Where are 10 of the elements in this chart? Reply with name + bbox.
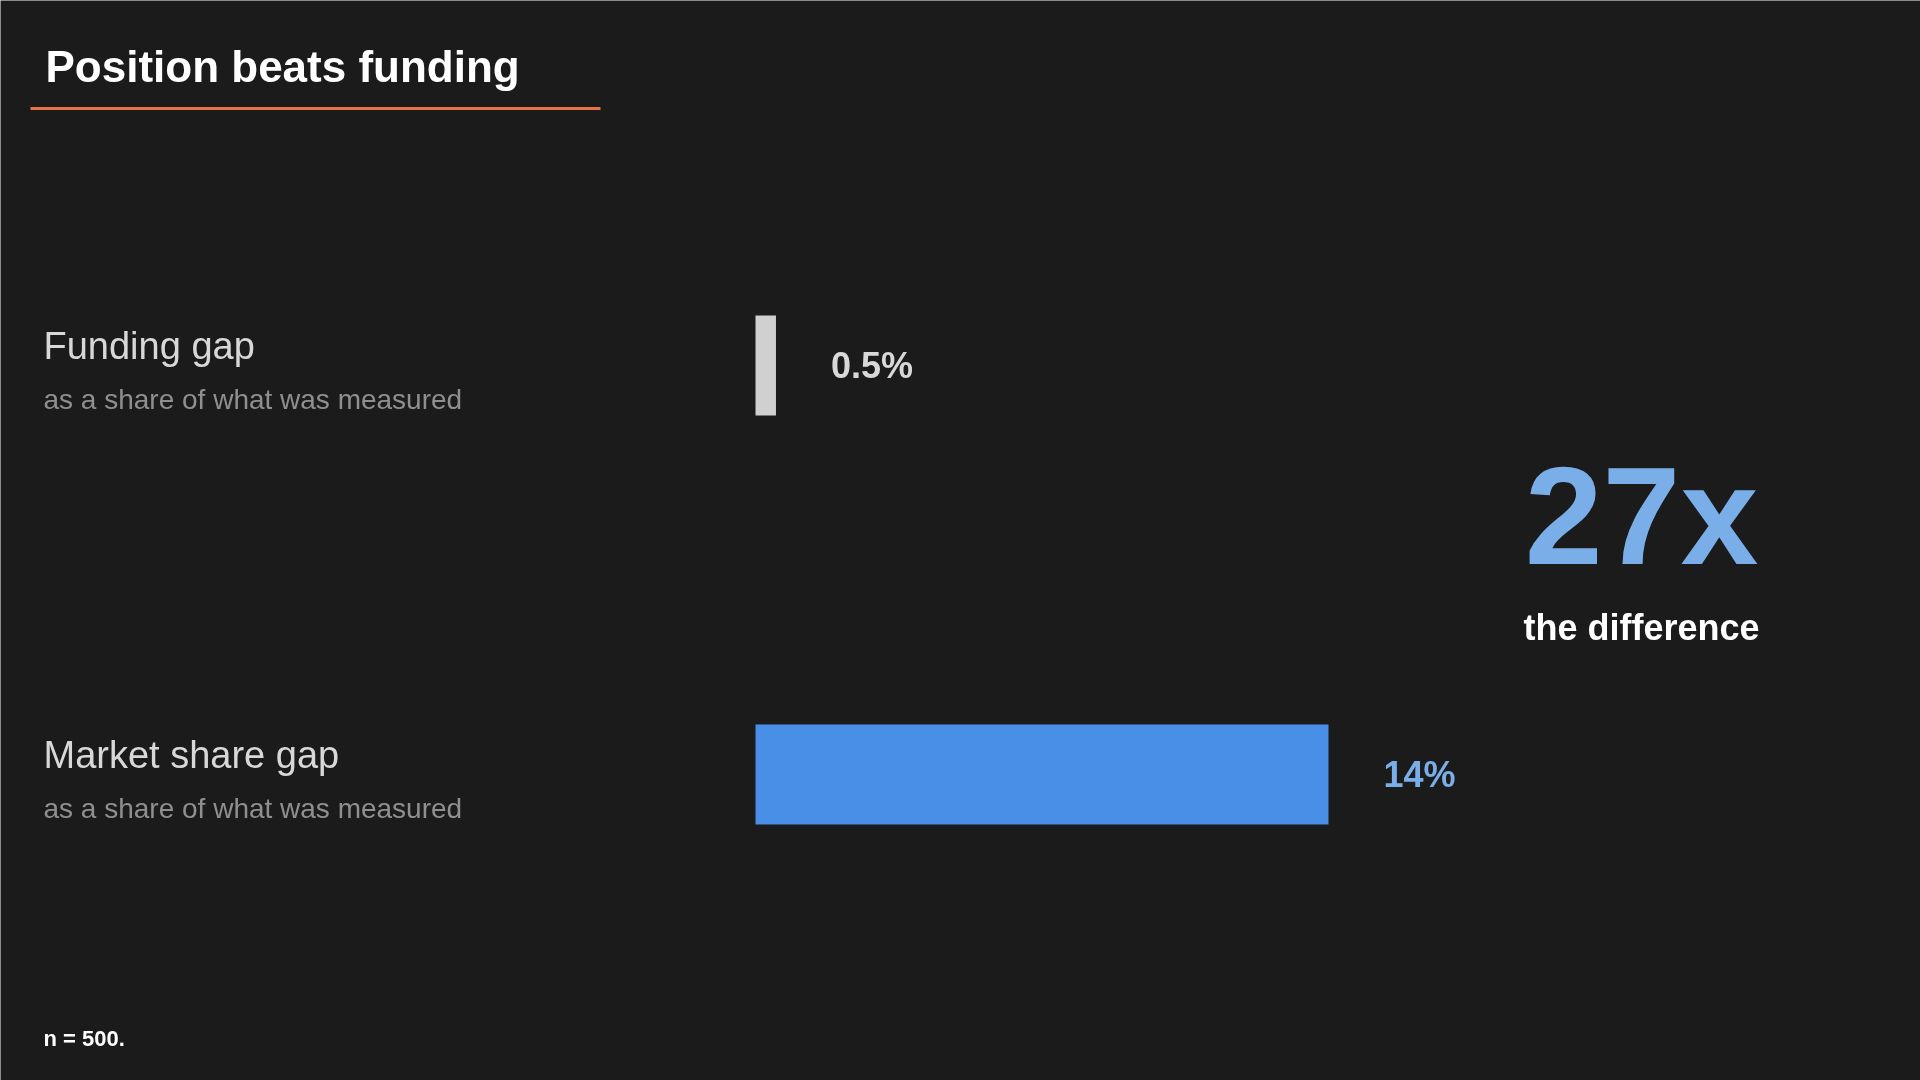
text: 27x [1524,437,1759,594]
text: as a share of what was measured [43,384,463,415]
y-tick-label: Funding gap [43,324,255,367]
text: the difference [1523,607,1760,648]
y-tick-label: Market share gap [43,733,340,776]
text: as a share of what was measured [43,793,463,824]
data-label: 0.5% [830,345,914,386]
data-label: 14% [1383,754,1456,795]
text: n = 500. [43,1026,125,1051]
text: Position beats funding [45,42,520,91]
